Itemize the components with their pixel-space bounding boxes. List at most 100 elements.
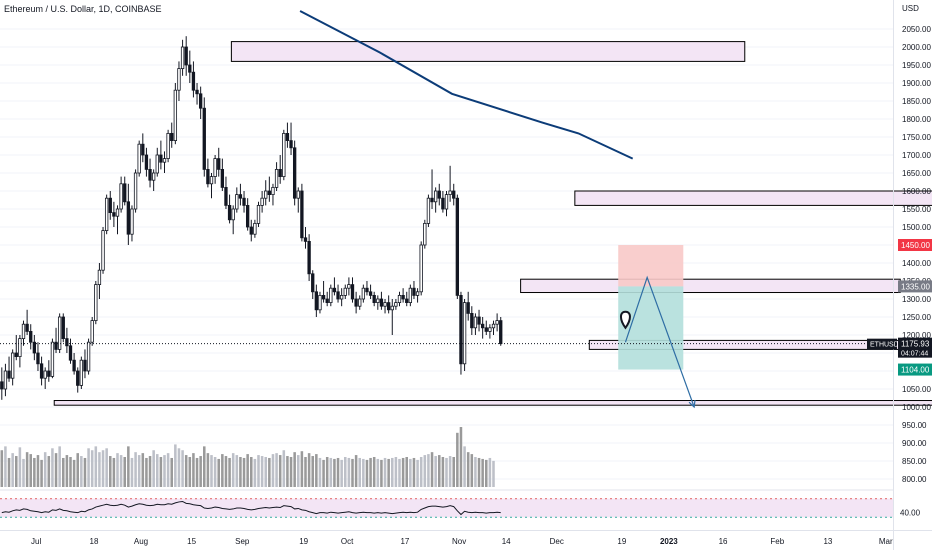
- volume-bar: [206, 453, 210, 487]
- volume-bar: [170, 457, 173, 487]
- candle-body: [209, 176, 214, 185]
- volume-bar: [0, 450, 4, 487]
- price-axis[interactable]: 800.00 850.00 900.00 950.00 1000.00 1050.00 11…: [893, 0, 932, 550]
- time-tick-label: 2023: [660, 537, 678, 546]
- volume-bar: [123, 457, 126, 487]
- price-tick-label: 2000.00: [902, 43, 931, 52]
- price-tick-label: 1500.00: [902, 223, 931, 232]
- volume-bar: [354, 455, 358, 487]
- volume-bar: [246, 454, 249, 487]
- projection-layer[interactable]: [619, 275, 696, 409]
- candle-body: [115, 208, 120, 217]
- time-tick-label: 18: [90, 537, 99, 546]
- candle-body: [79, 359, 84, 386]
- price-tick-label: 2050.00: [902, 25, 931, 34]
- volume-bar: [58, 446, 61, 487]
- price-tick-label: 1250.00: [902, 313, 931, 322]
- volume-bar: [174, 444, 177, 487]
- volume-bar: [51, 448, 54, 487]
- volume-bar: [423, 455, 427, 487]
- candle-body: [198, 93, 203, 109]
- volume-bar: [372, 457, 376, 487]
- volume-bar: [119, 455, 123, 487]
- candle-body: [426, 197, 431, 224]
- price-tick-label: 1800.00: [902, 115, 931, 124]
- candle-body: [206, 168, 210, 185]
- volume-bar: [221, 454, 224, 487]
- price-tick-label: 1650.00: [902, 169, 931, 178]
- price-tick-label: 1700.00: [902, 151, 931, 160]
- volume-bar: [427, 454, 430, 487]
- volume-bar: [452, 457, 455, 487]
- grid-layer: [0, 28, 893, 480]
- candle-body: [289, 140, 293, 149]
- candle-body: [159, 154, 163, 163]
- zone-layer[interactable]: [53, 41, 932, 406]
- candle-body: [332, 287, 337, 293]
- candle-body: [126, 201, 131, 235]
- candle-body: [462, 302, 467, 365]
- time-tick-label: 16: [719, 537, 728, 546]
- price-zone: [230, 41, 746, 62]
- volume-bar: [224, 456, 228, 487]
- candle-body: [170, 132, 174, 141]
- time-tick-label: Jul: [31, 537, 41, 546]
- volume-bar: [195, 457, 199, 487]
- volume-bar: [264, 457, 267, 487]
- volume-bar: [130, 457, 134, 487]
- candle-body: [90, 320, 94, 343]
- volume-bar: [485, 459, 488, 487]
- candle-body: [54, 341, 58, 350]
- candle-body: [256, 204, 261, 224]
- volume-bar: [268, 457, 271, 487]
- symbol-tag: ETHUSD: [870, 342, 899, 349]
- volume-bar: [7, 457, 11, 487]
- time-axis[interactable]: Jul 18 Aug 15 Sep 19 Oct 17 Nov 14 Dec 19 2023 16 Feb 1…: [0, 530, 932, 547]
- volume-bar: [409, 458, 412, 487]
- candle-body: [376, 298, 380, 303]
- candle-body: [217, 158, 221, 170]
- time-tick-label: Feb: [770, 537, 784, 546]
- price-tick-label: 950.00: [902, 421, 927, 430]
- price-tick-label: 1950.00: [902, 61, 931, 70]
- time-tick-label: Sep: [235, 537, 250, 546]
- candle-body: [220, 168, 225, 188]
- rsi-band: [0, 498, 893, 518]
- candle-body: [119, 183, 123, 210]
- volume-bar: [470, 454, 474, 487]
- candle-body: [0, 381, 4, 390]
- volume-bar: [69, 457, 72, 487]
- candle-body: [76, 370, 80, 386]
- candle-body: [405, 298, 409, 303]
- volume-bar: [481, 458, 484, 487]
- volume-bar: [438, 455, 441, 487]
- volume-bar: [380, 459, 383, 487]
- candle-body: [415, 291, 420, 296]
- candle-body: [141, 143, 145, 156]
- candle-body: [401, 294, 405, 300]
- candle-body: [274, 168, 279, 188]
- volume-bar: [466, 452, 470, 487]
- volume-bar: [33, 457, 36, 487]
- volume-bar: [344, 457, 347, 487]
- volume-bar: [405, 457, 408, 487]
- moving-average-line: [299, 10, 634, 160]
- volume-bar: [94, 446, 98, 487]
- candle-body: [65, 338, 69, 347]
- position-tool[interactable]: [618, 245, 684, 370]
- candle-body: [278, 168, 282, 177]
- candle-body: [130, 208, 134, 235]
- candle-body: [358, 298, 362, 307]
- price-tick-label: 1900.00: [902, 79, 931, 88]
- candle-body: [314, 291, 319, 311]
- candle-body: [123, 183, 127, 203]
- candle-body: [383, 302, 387, 307]
- volume-bar: [322, 459, 325, 487]
- price-tick-label: 1550.00: [902, 205, 931, 214]
- volume-bar: [54, 453, 58, 487]
- candle-body: [354, 298, 358, 307]
- price-tick-label: 1600.00: [902, 187, 931, 196]
- volume-bar: [62, 457, 65, 487]
- volume-bar: [228, 457, 231, 487]
